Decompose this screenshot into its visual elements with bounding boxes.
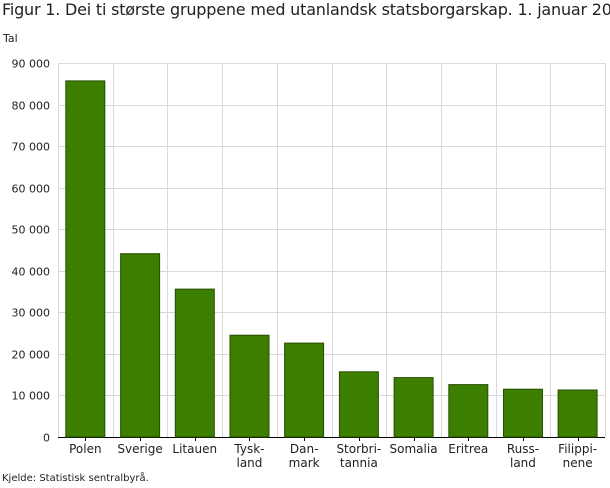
y-tick-label: 30 000 <box>12 307 51 320</box>
bar <box>175 289 214 437</box>
bar <box>66 81 105 437</box>
x-tick-label: Eritrea <box>448 442 488 456</box>
bar <box>285 343 324 437</box>
x-axis-ticks: Polen Sverige Litauen Tysk-land Dan-mark Stor… <box>69 437 597 470</box>
y-tick-label: 90 000 <box>12 58 51 71</box>
y-tick-label: 20 000 <box>12 349 51 362</box>
x-tick-label: Sverige <box>117 442 162 456</box>
bar <box>449 385 488 437</box>
y-tick-label: 60 000 <box>12 183 51 196</box>
bar <box>121 254 160 437</box>
bar <box>394 378 433 437</box>
x-tick-label: Polen <box>69 442 101 456</box>
y-tick-label: 70 000 <box>12 141 51 154</box>
y-tick-label: 10 000 <box>12 390 51 403</box>
x-tick-label: Somalia <box>390 442 438 456</box>
y-tick-label: 0 <box>43 432 50 445</box>
y-tick-label: 40 000 <box>12 266 51 279</box>
x-tick-label: Storbri-tannia <box>336 442 381 470</box>
bar <box>558 390 597 437</box>
x-tick-label: Filippi-nene <box>558 442 597 470</box>
x-tick-label: Dan-mark <box>289 442 320 470</box>
bars <box>66 81 597 437</box>
y-tick-label: 80 000 <box>12 100 51 113</box>
x-tick-label: Russ-land <box>507 442 539 470</box>
y-axis-ticks: 0 10 000 20 000 30 000 40 000 50 000 60 000 70 … <box>12 58 51 445</box>
x-tick-label: Tysk-land <box>233 442 264 470</box>
bar <box>504 389 543 437</box>
bar <box>230 335 269 437</box>
chart-source: Kjelde: Statistisk sentralbyrå. <box>2 473 149 484</box>
bar <box>339 372 378 437</box>
x-tick-label: Litauen <box>172 442 217 456</box>
y-tick-label: 50 000 <box>12 224 51 237</box>
y-axis-label: Tal <box>2 32 18 45</box>
